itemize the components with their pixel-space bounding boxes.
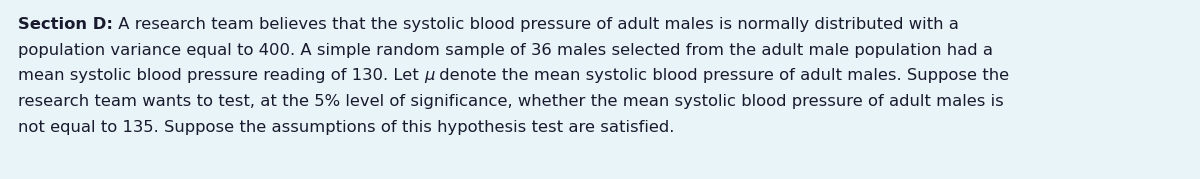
Text: μ: μ [424,68,434,83]
Text: Section D:: Section D: [18,17,113,32]
Text: research team wants to test, at the 5% level of significance, whether the mean s: research team wants to test, at the 5% l… [18,94,1003,109]
Text: not equal to 135. Suppose the assumptions of this hypothesis test are satisfied.: not equal to 135. Suppose the assumption… [18,120,674,135]
Text: denote the mean systolic blood pressure of adult males. Suppose the: denote the mean systolic blood pressure … [434,68,1009,83]
Text: A research team believes that the systolic blood pressure of adult males is norm: A research team believes that the systol… [113,17,959,32]
Text: population variance equal to 400. A simple random sample of 36 males selected fr: population variance equal to 400. A simp… [18,43,994,58]
Text: mean systolic blood pressure reading of 130. Let: mean systolic blood pressure reading of … [18,68,424,83]
